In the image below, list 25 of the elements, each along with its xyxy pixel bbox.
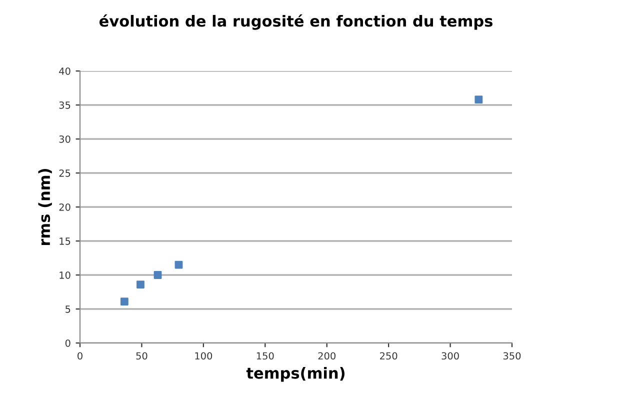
y-tick-label: 0 [65, 339, 70, 347]
x-tick-label: 150 [256, 352, 274, 360]
point [154, 271, 162, 279]
point [174, 260, 183, 269]
y-tick-label: 25 [59, 169, 70, 177]
y-tick-label: 5 [66, 306, 70, 313]
x-axis-title: temps(min) [246, 366, 344, 382]
x-tick-label: 300 [442, 352, 459, 360]
y-tick-label: 35 [59, 101, 70, 109]
y-tick-label: 20 [59, 203, 70, 211]
y-axis-title: rms (nm) [38, 169, 52, 246]
y-tick-label: 30 [59, 135, 70, 143]
point [120, 298, 128, 306]
point [136, 280, 144, 288]
x-tick-label: 50 [136, 352, 148, 360]
y-tick-label: 40 [59, 67, 70, 75]
x-tick-label: 250 [380, 352, 398, 360]
x-tick-label: 350 [503, 352, 521, 360]
y-tick-label: 10 [60, 271, 70, 279]
point [474, 96, 483, 104]
x-tick-label: 200 [318, 352, 336, 360]
x-tick-label: 0 [78, 352, 82, 360]
y-tick-label: 15 [60, 238, 70, 245]
x-tick-label: 100 [195, 352, 212, 360]
chart-title: évolution de la rugosité en fonction du temps [99, 14, 492, 30]
